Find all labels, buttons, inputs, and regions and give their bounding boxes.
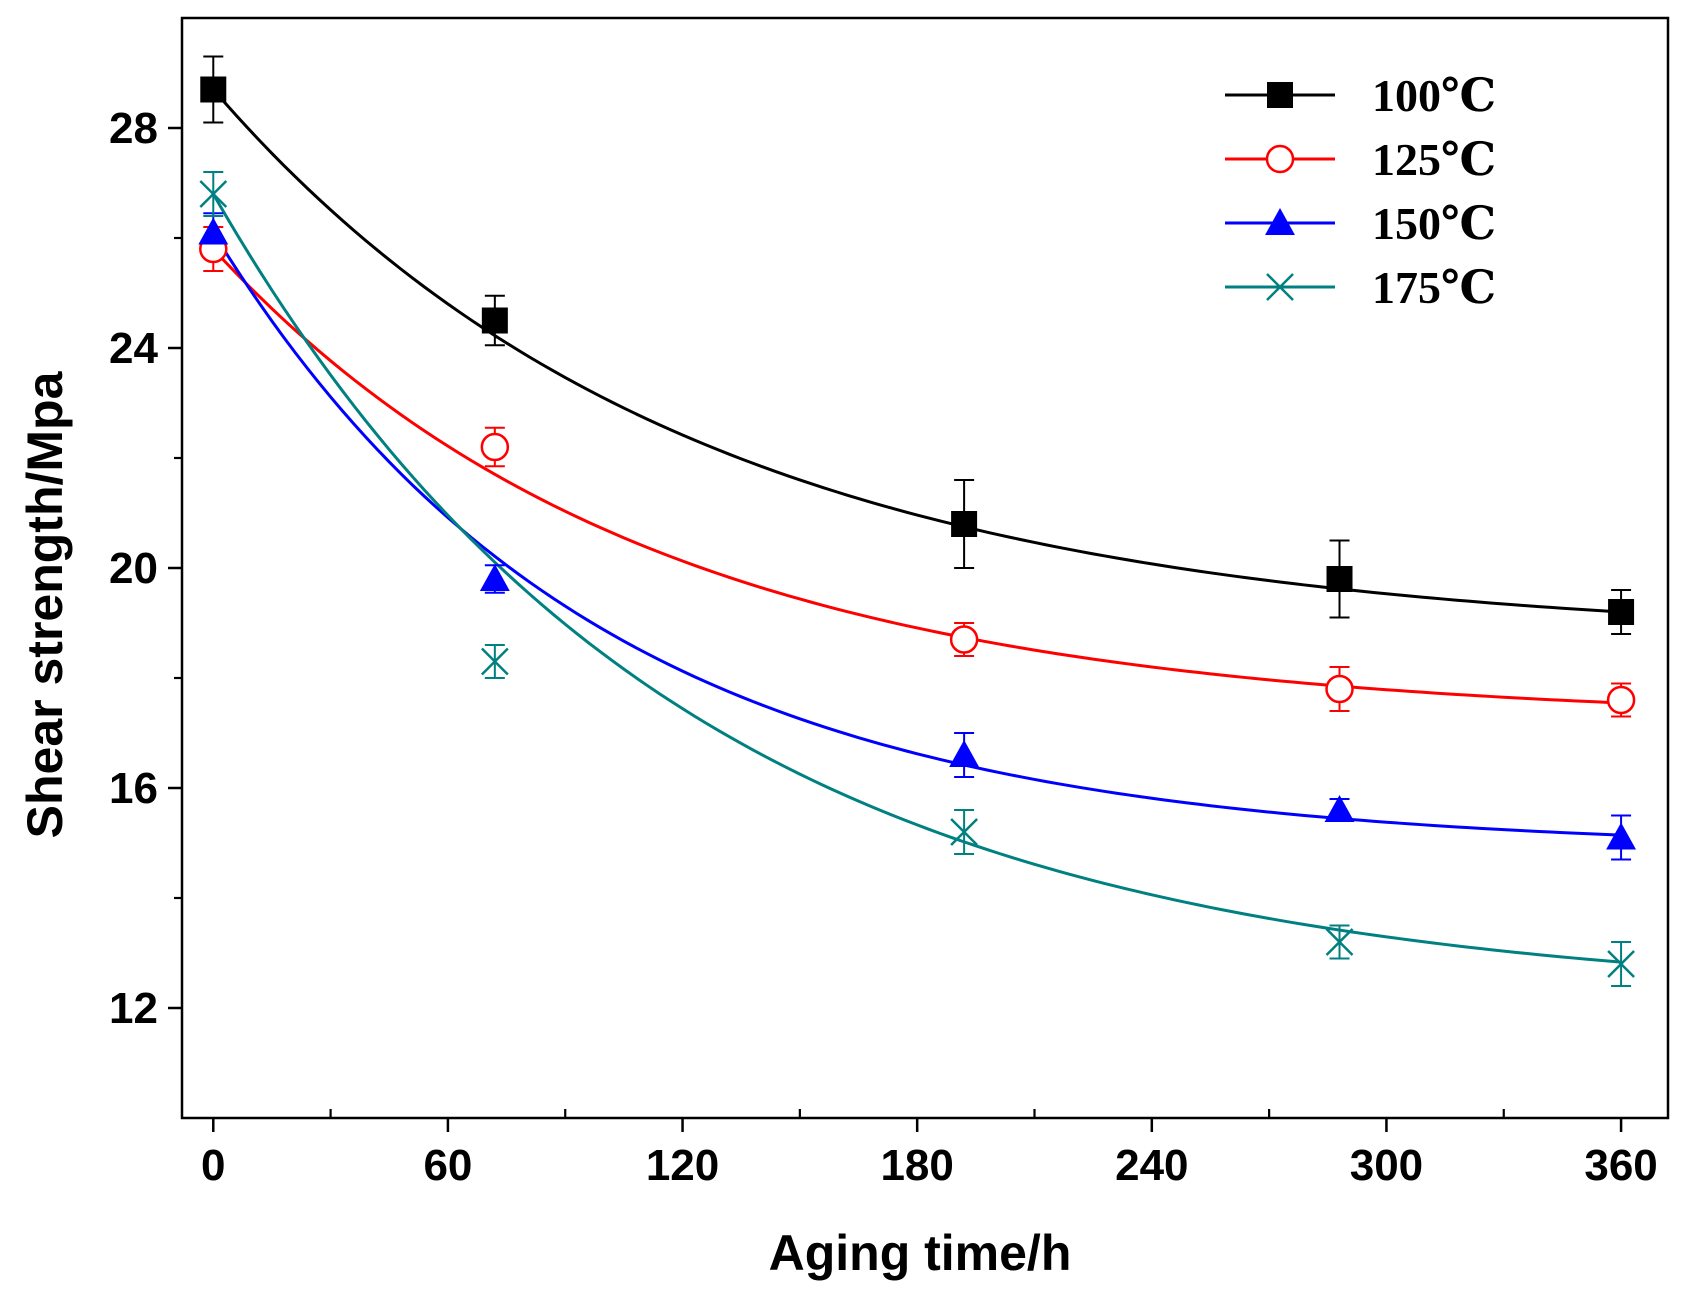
y-tick-label-20: 20 — [109, 544, 158, 593]
legend-entry-3: 175℃ — [1225, 262, 1496, 313]
series-3-point-3-stroke-b — [1325, 928, 1354, 956]
legend-label-1: 125℃ — [1372, 134, 1496, 185]
data-markers — [198, 76, 1637, 978]
series-3-point-2-stroke-b — [950, 818, 978, 846]
x-tick-label-60: 60 — [423, 1141, 472, 1190]
series-2-point-1 — [479, 564, 510, 591]
series-0-fit-line — [212, 88, 1622, 614]
series-2-fit-line — [212, 231, 1622, 837]
legend-label-3: 175℃ — [1372, 262, 1496, 313]
series-1-fit-line — [212, 247, 1622, 705]
legend-entry-0: 100℃ — [1225, 70, 1496, 121]
x-tick-label-300: 300 — [1350, 1141, 1423, 1190]
series-0-point-3 — [1326, 566, 1353, 592]
error-bars — [203, 55, 1632, 987]
series-3-point-1-stroke-b — [480, 647, 509, 676]
legend-entry-2: 150℃ — [1225, 198, 1496, 249]
axis-ticks — [168, 126, 1623, 1132]
series-2-point-4 — [1606, 822, 1637, 850]
y-tick-label-28: 28 — [109, 104, 158, 153]
series-1-point-4 — [1606, 685, 1636, 715]
x-tick-label-240: 240 — [1115, 1141, 1188, 1190]
x-tick-label-0: 0 — [201, 1141, 225, 1190]
y-tick-label-12: 12 — [109, 984, 158, 1033]
legend: 100℃ 125℃ 150℃ 175℃ — [1225, 70, 1496, 313]
series-2-point-0 — [198, 217, 229, 245]
x-tick-label-180: 180 — [880, 1141, 953, 1190]
series-0-point-2 — [951, 511, 978, 537]
series-3-point-0-stroke-b — [199, 180, 228, 208]
y-axis-title: Shear strength/Mpa — [17, 370, 73, 838]
x-axis-title: Aging time/h — [769, 1225, 1072, 1281]
legend-marker-2 — [1265, 208, 1295, 235]
series-3-point-1 — [480, 647, 509, 676]
y-tick-label-16: 16 — [109, 764, 158, 813]
legend-marker-3-stroke-b — [1266, 273, 1294, 301]
legend-entry-1: 125℃ — [1225, 134, 1496, 185]
series-0-point-0 — [200, 76, 227, 103]
series-2-point-2 — [949, 740, 980, 767]
series-0-point-4 — [1608, 599, 1635, 625]
series-3-point-4-stroke-b — [1607, 950, 1635, 978]
series-2-point-3 — [1324, 795, 1355, 822]
series-3-point-3 — [1325, 928, 1354, 956]
legend-marker-1 — [1265, 144, 1295, 174]
series-1-point-2 — [949, 625, 979, 654]
series-0-point-1 — [481, 307, 508, 334]
series-3-point-4 — [1607, 950, 1635, 978]
series-1-point-3 — [1325, 674, 1354, 704]
y-tick-label-24: 24 — [109, 324, 158, 373]
series-3-fit-line — [211, 193, 1622, 964]
x-tick-label-360: 360 — [1584, 1141, 1657, 1190]
series-3-point-2 — [950, 818, 978, 846]
legend-label-2: 150℃ — [1372, 198, 1496, 249]
fit-curves — [211, 88, 1622, 964]
series-1-point-1 — [480, 432, 510, 462]
tick-labels: 0 60 120 180 240 300 360 12 16 20 24 28 — [109, 104, 1658, 1190]
series-3-point-0 — [199, 180, 228, 208]
legend-marker-3 — [1266, 273, 1294, 301]
legend-label-0: 100℃ — [1372, 70, 1496, 121]
x-tick-label-120: 120 — [646, 1141, 719, 1190]
legend-marker-0 — [1267, 82, 1293, 108]
